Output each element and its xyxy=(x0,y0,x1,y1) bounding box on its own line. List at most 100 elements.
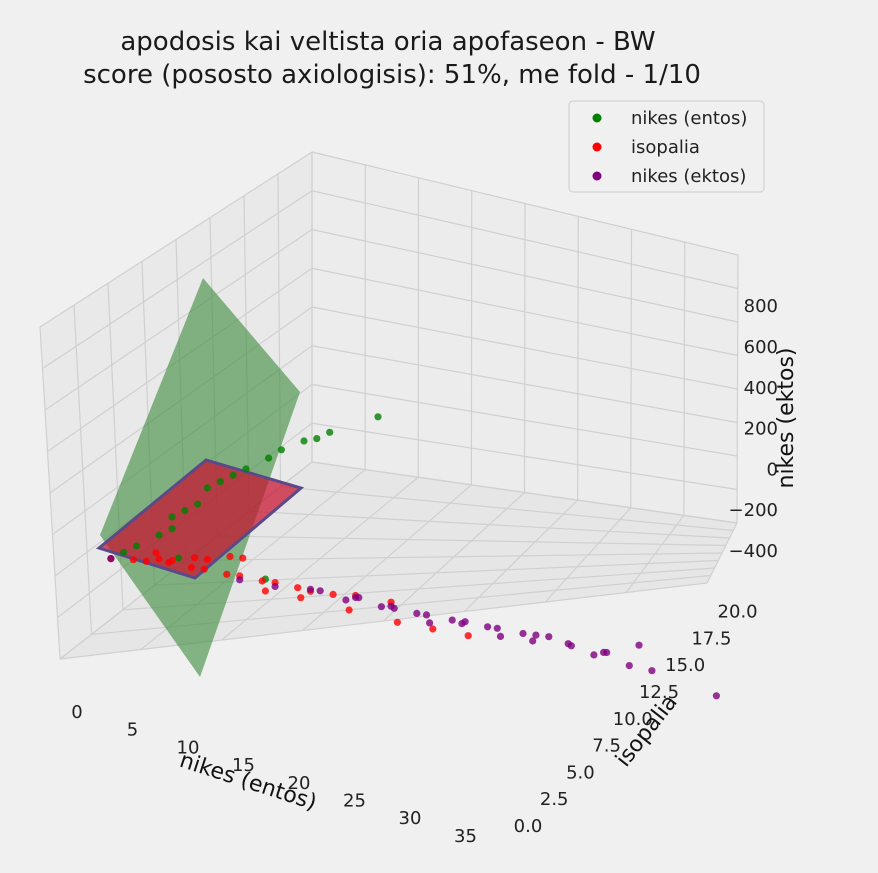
legend-marker-isopalia xyxy=(592,142,602,152)
point-nikes-entos xyxy=(216,478,224,486)
x-tick-label: 5 xyxy=(127,720,138,741)
grid-line xyxy=(463,499,579,612)
point-isopalia xyxy=(142,557,150,565)
point-nikes-ektos xyxy=(648,667,656,675)
legend-label-nikes-ektos: nikes (ektos) xyxy=(631,166,746,187)
point-isopalia xyxy=(191,554,199,562)
point-nikes-entos xyxy=(242,465,250,473)
point-nikes-entos xyxy=(174,554,183,562)
point-nikes-ektos xyxy=(532,631,540,639)
point-nikes-ektos xyxy=(635,641,643,649)
z-tick-label: −400 xyxy=(729,541,778,562)
grid-line xyxy=(630,229,633,508)
point-nikes-ektos xyxy=(236,576,244,584)
y-tick-label: 10.0 xyxy=(613,709,653,730)
point-nikes-ektos xyxy=(107,555,115,563)
point-nikes-ektos xyxy=(564,640,572,648)
y-tick-label: 5.0 xyxy=(566,762,595,783)
point-isopalia xyxy=(168,557,176,565)
y-tick-label: 7.5 xyxy=(592,736,621,757)
x-tick-label: 30 xyxy=(399,808,422,829)
point-nikes-entos xyxy=(168,513,176,521)
y-tick-label: 0.0 xyxy=(514,816,543,837)
point-nikes-ektos xyxy=(496,632,505,641)
chart-title-line2: score (pososto axiologisis): 51%, me fol… xyxy=(83,60,701,90)
point-isopalia xyxy=(155,555,163,563)
point-isopalia xyxy=(226,552,234,561)
point-nikes-entos xyxy=(277,446,285,454)
grid-line xyxy=(311,228,738,323)
chart-title-line1: apodosis kai veltista oria apofaseon - B… xyxy=(120,27,655,57)
legend: nikes (entos) isopalia nikes (ektos) xyxy=(568,100,765,193)
point-nikes-ektos xyxy=(545,633,553,641)
x-tick-label: 35 xyxy=(454,826,477,847)
point-nikes-ektos xyxy=(271,582,279,591)
point-nikes-entos xyxy=(229,471,237,479)
z-tick-label: −200 xyxy=(729,500,778,521)
point-nikes-ektos xyxy=(625,662,633,670)
legend-marker-nikes-entos xyxy=(592,113,602,123)
point-nikes-entos xyxy=(120,548,128,556)
grid-line xyxy=(544,507,632,603)
y-tick-label: 15.0 xyxy=(665,655,705,676)
point-isopalia xyxy=(152,549,160,557)
point-nikes-ektos xyxy=(413,609,421,618)
point-isopalia xyxy=(464,632,472,640)
y-tick-label: 12.5 xyxy=(639,682,679,703)
point-isopalia xyxy=(393,618,401,626)
point-isopalia xyxy=(129,556,137,564)
point-isopalia xyxy=(297,594,305,602)
point-nikes-ektos xyxy=(458,620,466,628)
grid-line xyxy=(217,535,726,547)
z-axis-ticks: −400 −200 0 200 400 600 800 xyxy=(729,296,778,562)
point-nikes-ektos xyxy=(600,648,608,657)
point-nikes-entos xyxy=(313,435,321,443)
scatter-points xyxy=(107,413,721,700)
grid-line xyxy=(311,267,738,357)
y-tick-label: 2.5 xyxy=(540,789,569,810)
x-tick-label: 0 xyxy=(71,702,82,723)
red-plane xyxy=(95,458,305,580)
point-nikes-ektos xyxy=(484,623,492,631)
point-isopalia xyxy=(200,565,208,573)
x-tick-label: 10 xyxy=(177,737,200,758)
point-isopalia xyxy=(429,625,437,633)
x-axis-ticks: 0 5 10 15 20 25 30 35 xyxy=(71,702,477,847)
point-isopalia xyxy=(345,606,353,614)
point-nikes-entos xyxy=(326,428,334,436)
grid-line xyxy=(42,190,313,370)
point-nikes-ektos xyxy=(316,587,324,595)
point-nikes-ektos xyxy=(422,611,431,619)
y-tick-label: 20.0 xyxy=(718,602,758,623)
grid-line xyxy=(39,151,313,328)
z-tick-label: 200 xyxy=(744,419,778,440)
z-tick-label: 400 xyxy=(744,378,778,399)
point-nikes-ektos xyxy=(519,629,527,638)
point-nikes-entos xyxy=(181,507,189,515)
z-tick-label: 600 xyxy=(744,337,778,358)
grid-line xyxy=(248,510,730,539)
point-nikes-ektos xyxy=(426,619,434,627)
point-isopalia xyxy=(203,555,211,563)
grid-line xyxy=(625,515,685,593)
point-nikes-ektos xyxy=(493,624,501,632)
grid-line xyxy=(311,306,738,390)
z-tick-label: 800 xyxy=(744,296,778,317)
z-tick-label: 0 xyxy=(767,459,778,480)
point-nikes-ektos xyxy=(387,602,395,610)
point-nikes-ektos xyxy=(590,651,598,659)
point-nikes-ektos xyxy=(342,596,350,604)
floor-pane xyxy=(60,462,737,659)
x-tick-label: 20 xyxy=(288,773,311,794)
y-axis-ticks: 0.0 2.5 5.0 7.5 10.0 12.5 15.0 17.5 20.0 xyxy=(514,602,758,837)
grid-line xyxy=(280,486,734,532)
point-nikes-entos xyxy=(374,413,382,421)
grid-lines xyxy=(39,151,739,660)
point-nikes-entos xyxy=(194,500,202,508)
legend-label-isopalia: isopalia xyxy=(631,137,700,158)
point-nikes-ektos xyxy=(529,637,537,645)
point-isopalia xyxy=(329,590,337,599)
point-nikes-ektos xyxy=(712,692,721,700)
x-tick-label: 25 xyxy=(343,791,366,812)
